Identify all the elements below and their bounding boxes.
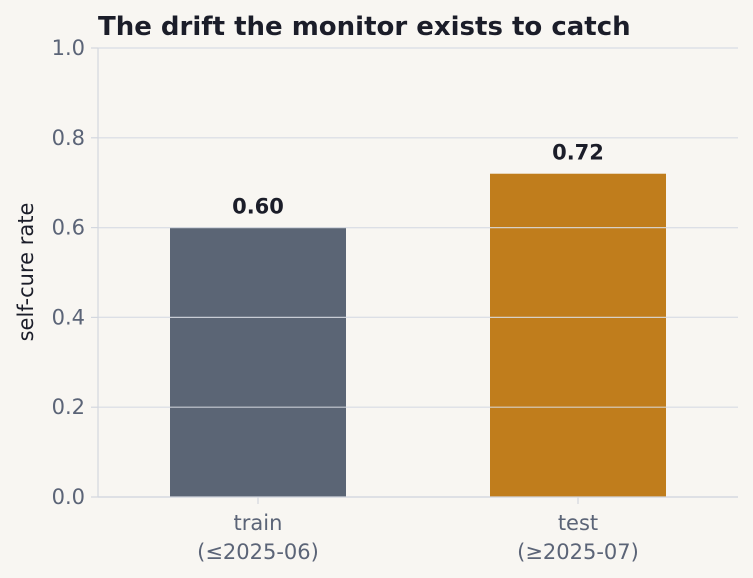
data-label: 0.72 (552, 141, 604, 165)
y-tick-labels: 0.0 0.2 0.4 0.6 0.8 1.0 (52, 36, 85, 509)
x-tick-labels: train (≤2025-06) test (≥2025-07) (197, 511, 639, 564)
x-tick-label-line: (≤2025-06) (197, 540, 319, 564)
data-label: 0.60 (232, 195, 284, 219)
axes (91, 47, 738, 504)
bar (490, 173, 666, 497)
x-tick-label-line: test (558, 511, 598, 535)
gridlines-over-bars (98, 47, 738, 408)
y-tick-label: 0.8 (52, 126, 85, 150)
bars (170, 173, 666, 497)
bar (170, 227, 346, 497)
y-tick-label: 0.4 (52, 305, 85, 329)
y-tick-label: 1.0 (52, 36, 85, 60)
x-tick-label-line: train (234, 511, 283, 535)
y-axis-label: self-cure rate (14, 203, 38, 342)
x-tick-label-line: (≥2025-07) (517, 540, 639, 564)
data-labels: 0.60 0.72 (232, 141, 604, 219)
x-tick-label: train (≤2025-06) (197, 511, 319, 564)
y-tick-label: 0.2 (52, 395, 85, 419)
y-tick-label: 0.6 (52, 216, 85, 240)
chart-title: The drift the monitor exists to catch (98, 12, 631, 42)
x-tick-label: test (≥2025-07) (517, 511, 639, 564)
y-tick-label: 0.0 (52, 485, 85, 509)
